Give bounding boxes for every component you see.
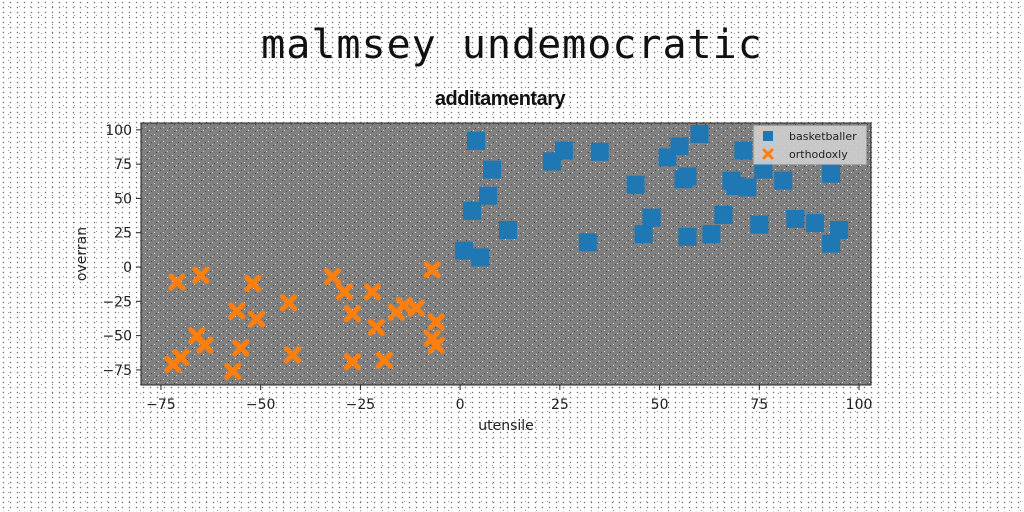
plot-frame: [140, 122, 872, 386]
point-basketballer-4: [463, 201, 482, 220]
legend-marker-orthodoxly: [762, 148, 774, 160]
point-basketballer-33: [830, 220, 849, 239]
point-orthodoxly-22: [407, 299, 425, 317]
point-orthodoxly-9: [244, 274, 262, 292]
point-orthodoxly-11: [280, 294, 298, 312]
y-tick-label: 25: [114, 226, 132, 242]
point-basketballer-19: [690, 124, 709, 143]
point-orthodoxly-23: [423, 261, 441, 279]
point-orthodoxly-6: [224, 362, 242, 380]
point-basketballer-27: [754, 160, 773, 179]
y-tick-label: −25: [102, 294, 132, 310]
y-axis-label: overran: [74, 227, 90, 281]
point-basketballer-13: [642, 208, 661, 227]
y-tick-label: 50: [114, 191, 132, 207]
point-basketballer-31: [822, 164, 841, 183]
point-basketballer-0: [467, 131, 486, 150]
legend: basketballer orthodoxly: [753, 125, 867, 165]
plot-noise: [141, 123, 871, 385]
point-basketballer-6: [498, 220, 517, 239]
point-orthodoxly-12: [284, 346, 302, 364]
y-tick-label: −75: [102, 363, 132, 379]
x-tick-label: −75: [146, 397, 176, 413]
x-axis-label: utensile: [478, 418, 534, 434]
point-orthodoxly-0: [168, 273, 186, 291]
point-orthodoxly-13: [323, 268, 341, 286]
point-orthodoxly-15: [343, 305, 361, 323]
point-basketballer-1: [483, 160, 502, 179]
legend-marker-basketballer: [763, 131, 773, 141]
point-basketballer-2: [455, 241, 474, 260]
point-basketballer-15: [670, 137, 689, 156]
chart-title: malmsey undemocratic: [261, 22, 763, 68]
chart-subtitle: additamentary: [434, 88, 566, 110]
legend-label-basketballer: basketballer: [789, 130, 857, 143]
point-basketballer-21: [714, 205, 733, 224]
point-orthodoxly-3: [172, 349, 190, 367]
point-basketballer-26: [750, 215, 769, 234]
point-basketballer-3: [471, 248, 490, 267]
y-tick-label: 75: [114, 157, 132, 173]
point-orthodoxly-1: [192, 266, 210, 284]
point-basketballer-18: [678, 167, 697, 186]
x-tick-label: 100: [846, 397, 873, 413]
point-basketballer-20: [702, 225, 721, 244]
x-tick-label: −25: [346, 397, 376, 413]
point-basketballer-9: [590, 142, 609, 161]
point-basketballer-10: [578, 233, 597, 252]
point-basketballer-25: [734, 141, 753, 160]
point-orthodoxly-7: [228, 302, 246, 320]
point-orthodoxly-8: [232, 339, 250, 357]
y-tick-label: 0: [123, 260, 132, 276]
point-basketballer-24: [738, 178, 757, 197]
point-basketballer-28: [774, 171, 793, 190]
y-tick-label: −50: [102, 329, 132, 345]
point-orthodoxly-26: [427, 336, 445, 354]
x-tick-label: 0: [456, 397, 465, 413]
point-basketballer-5: [479, 186, 498, 205]
x-tick-label: 25: [551, 397, 569, 413]
point-orthodoxly-17: [363, 283, 381, 301]
legend-label-orthodoxly: orthodoxly: [789, 148, 848, 161]
point-orthodoxly-14: [335, 283, 353, 301]
point-orthodoxly-5: [196, 336, 214, 354]
y-tick-label: 100: [105, 123, 132, 139]
point-basketballer-12: [634, 225, 653, 244]
point-basketballer-30: [806, 214, 825, 233]
point-basketballer-29: [786, 210, 805, 229]
point-orthodoxly-16: [343, 353, 361, 371]
point-orthodoxly-19: [375, 351, 393, 369]
x-tick-label: 75: [750, 397, 768, 413]
x-tick-label: 50: [651, 397, 669, 413]
point-basketballer-11: [626, 175, 645, 194]
point-orthodoxly-24: [427, 313, 445, 331]
point-orthodoxly-18: [367, 318, 385, 336]
point-basketballer-8: [554, 141, 573, 160]
point-orthodoxly-10: [248, 310, 266, 328]
point-basketballer-32: [822, 234, 841, 253]
x-tick-label: −50: [246, 397, 276, 413]
point-basketballer-16: [678, 227, 697, 246]
